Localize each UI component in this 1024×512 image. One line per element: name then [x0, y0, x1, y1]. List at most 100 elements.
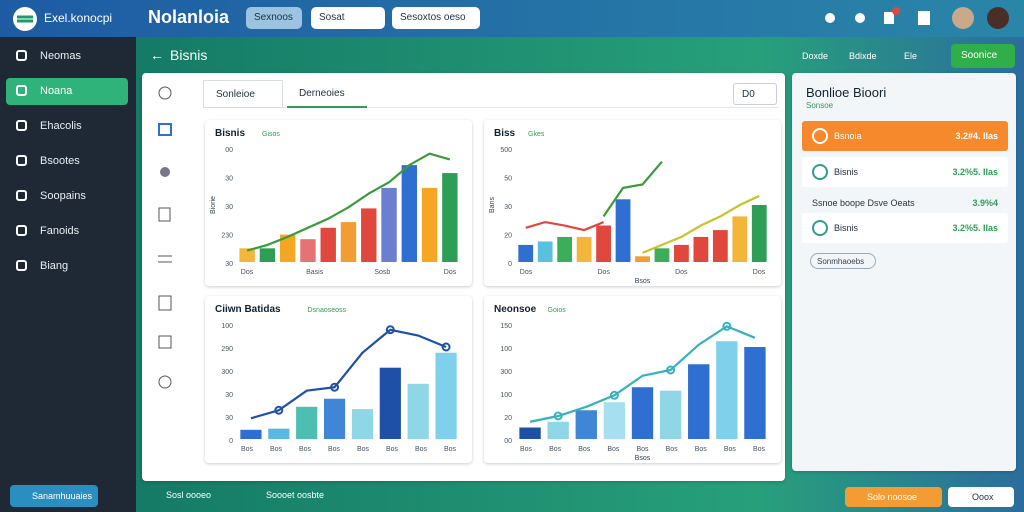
bar [442, 173, 458, 262]
x-tick-label: Dos [753, 269, 766, 276]
nav-icon [16, 260, 27, 271]
tab-bar: Sonleioe Derneoies D0 [203, 80, 778, 108]
nav-icon [16, 190, 27, 201]
nav-icon [16, 225, 27, 236]
bar [296, 406, 318, 439]
nav-item[interactable]: Bsootes [6, 148, 128, 175]
bar [615, 199, 631, 262]
bar [712, 230, 728, 262]
nav-icon [16, 50, 27, 61]
nav-item[interactable]: Soopains [6, 183, 128, 210]
bar [381, 187, 397, 262]
metric-item[interactable]: Bsnoia 3.2#4. Ilas [802, 121, 1008, 151]
footer-button[interactable]: Ooox [948, 487, 1014, 507]
tab[interactable]: Derneoies [287, 80, 367, 108]
x-tick-label: Bos [607, 446, 620, 453]
app-title: Nolanloia [148, 7, 230, 27]
bar [361, 208, 377, 262]
metric-label: Bisnis [834, 223, 859, 233]
metric-icon [812, 128, 828, 144]
bar [576, 236, 592, 262]
y-axis-title: Biorie [210, 196, 217, 214]
y-tick-label: 0 [229, 438, 233, 445]
metric-item[interactable]: Bisnis 3.2%5. Ilas [802, 213, 1008, 243]
panel-title: Bonlioe Bioori [806, 85, 887, 100]
y-tick-label: 100 [221, 323, 233, 330]
footer-link[interactable]: Sosl oooeo [166, 490, 212, 500]
metric-value: 3.2%5. Ilas [952, 223, 998, 233]
header-link[interactable]: Bdixde [849, 51, 877, 61]
x-tick-label: Dos [520, 269, 533, 276]
tool-icons[interactable] [150, 80, 180, 400]
nav-icon [16, 85, 27, 96]
footer-button[interactable]: Solo noosoe [845, 487, 942, 507]
chart-card: Ciiwn Batidas Dsnaoseoss10029030030300Bos… [205, 296, 472, 463]
sidebar: Sanamhuuaies Neomas Noana Ehacolis Bsootes S… [0, 37, 136, 512]
bar [537, 241, 553, 262]
bar [421, 187, 438, 262]
bar [659, 390, 682, 439]
x-tick-label: Basis [306, 269, 324, 276]
y-tick-label: 30 [504, 204, 512, 211]
bar [744, 347, 766, 439]
bar [603, 402, 626, 439]
header-link[interactable]: Doxde [802, 51, 829, 61]
chart-tag: Goios [548, 307, 567, 314]
x-tick-label: Bos [386, 446, 399, 453]
bar [732, 216, 748, 262]
bar [688, 364, 710, 439]
nav-item[interactable]: Ehacolis [6, 113, 128, 140]
bar [379, 367, 401, 439]
dropdown[interactable]: Sosat [311, 7, 385, 29]
x-tick-label: Bos [724, 446, 737, 453]
bar [435, 352, 457, 439]
dropdown[interactable]: Sesoxtos oeso [392, 7, 480, 29]
top-icons[interactable] [820, 6, 1020, 32]
bar [340, 222, 357, 262]
nav-item[interactable]: Fanoids [6, 218, 128, 245]
x-tick-label: Dos [597, 269, 610, 276]
bar [519, 427, 541, 439]
bar [547, 421, 569, 439]
metric-item[interactable]: Bisnis 3.2%5. Ilas [802, 157, 1008, 187]
chart-card: Bisnis Gisos 00 30 30 230 30 Biorie Dos Basis Sosb… [205, 120, 472, 286]
nav-item[interactable]: Biang [6, 253, 128, 280]
back-arrow[interactable]: ← [150, 47, 164, 63]
nav-icon [16, 155, 27, 166]
y-axis-title: Bans [489, 197, 496, 213]
header-button[interactable]: Soonice [951, 44, 1015, 68]
y-tick-label: 20 [504, 415, 512, 422]
bar [518, 244, 534, 262]
chart-tag: Gisos [262, 131, 280, 138]
bar [751, 205, 767, 262]
metric-item[interactable]: Ssnoe boope Dsve Oeats 3.9%4 [802, 195, 1008, 211]
bar [407, 383, 429, 439]
y-tick-label: 290 [221, 346, 233, 353]
line [642, 194, 760, 254]
search-box[interactable]: D0 [733, 83, 777, 105]
panel-button[interactable]: Sonmhaoebs [810, 253, 876, 269]
line [602, 160, 663, 218]
metric-label: Bsnoia [834, 131, 862, 141]
nav-item[interactable]: Noana [6, 78, 128, 105]
footer-link[interactable]: Soooet oosbte [266, 490, 325, 500]
bar [240, 429, 262, 439]
x-tick-label: Bos [666, 446, 679, 453]
nav-item[interactable]: Neomas [6, 43, 128, 70]
metric-value: 3.2#4. Ilas [955, 131, 998, 141]
bar [654, 248, 670, 262]
y-tick-label: 00 [225, 147, 233, 154]
bar [351, 409, 374, 439]
x-tick-label: Sosb [374, 269, 390, 276]
bar [716, 341, 738, 439]
bar [631, 387, 654, 439]
y-tick-label: 30 [225, 176, 233, 183]
header-link[interactable]: Ele [904, 51, 918, 61]
x-tick-label: Bos [578, 446, 591, 453]
dropdown[interactable]: Sexnoos [246, 7, 302, 29]
metric-icon [812, 220, 828, 236]
tab[interactable]: Sonleioe [203, 80, 283, 108]
x-axis-title: Bsos [635, 455, 651, 462]
sidebar-button[interactable]: Sanamhuuaies [10, 485, 98, 507]
metric-label: Bisnis [834, 167, 859, 177]
